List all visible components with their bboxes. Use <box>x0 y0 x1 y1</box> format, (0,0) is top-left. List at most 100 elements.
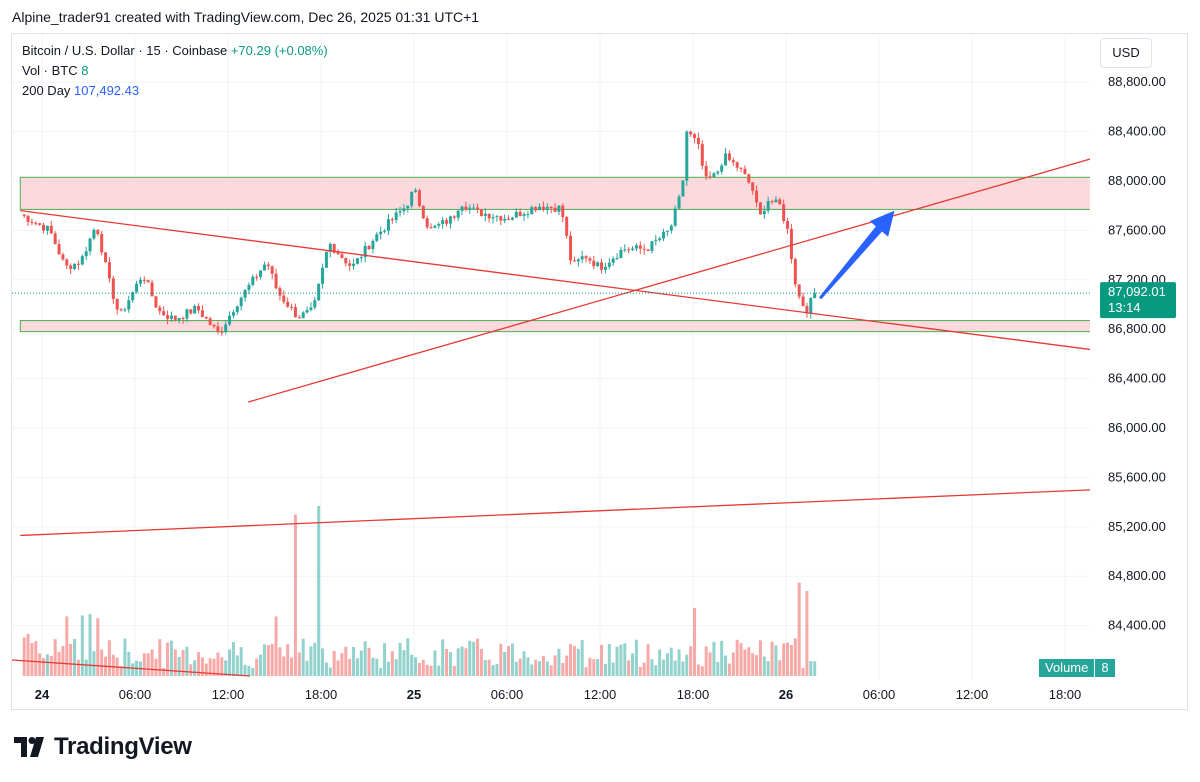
candle-body <box>460 206 464 211</box>
candle-body <box>689 131 693 135</box>
volume-bar <box>371 657 375 676</box>
candle-body <box>596 262 600 267</box>
volume-bar <box>615 646 619 676</box>
candle-body <box>417 190 421 206</box>
candle-body <box>693 134 697 138</box>
volume-bar <box>751 653 755 676</box>
legend-symbol[interactable]: Bitcoin / U.S. Dollar · 15 · Coinbase <box>22 43 228 58</box>
candle-body <box>111 278 115 299</box>
legend-volume-value: 8 <box>81 63 89 78</box>
volume-bar <box>297 652 301 676</box>
volume-bar <box>553 655 557 676</box>
volume-badge-value: 8 <box>1095 659 1115 677</box>
candle-body <box>503 218 507 221</box>
volume-bar <box>61 646 65 676</box>
volume-bar <box>270 644 274 676</box>
volume-bar <box>107 640 111 676</box>
candle-body <box>185 309 189 319</box>
candle-body <box>309 307 313 311</box>
candle-body <box>69 265 73 269</box>
x-axis-tick-label: 24 <box>35 687 50 702</box>
volume-bar <box>390 651 394 676</box>
volume-bar <box>150 649 154 676</box>
volume-bar <box>793 638 797 676</box>
volume-bar <box>557 648 561 676</box>
volume-bar <box>456 648 460 676</box>
candle-body <box>607 262 611 267</box>
volume-bar <box>483 660 487 676</box>
candle-body <box>634 245 638 249</box>
volume-bar <box>476 638 480 676</box>
volume-badge-label: Volume <box>1039 659 1095 677</box>
candle-body <box>464 206 468 210</box>
candle-body <box>189 309 193 314</box>
candle-body <box>65 259 69 266</box>
y-axis-tick-label: 84,400.00 <box>1108 618 1166 633</box>
candle-body <box>169 315 173 319</box>
candle-body <box>611 258 615 263</box>
candle-body <box>402 208 406 212</box>
candle-body <box>642 248 646 250</box>
currency-button[interactable]: USD <box>1100 38 1152 68</box>
candle-body <box>472 207 476 209</box>
candle-body <box>712 173 716 178</box>
volume-bar <box>724 655 728 676</box>
volume-bar <box>530 664 534 676</box>
volume-bar <box>433 650 437 676</box>
candle-body <box>510 217 514 220</box>
volume-bar <box>468 640 472 676</box>
candle-body <box>247 284 251 290</box>
candle-body <box>340 254 344 258</box>
volume-bar <box>510 643 514 676</box>
legend-volume-row: Vol · BTC 8 <box>22 63 88 78</box>
candle-body <box>499 216 503 221</box>
volume-bar <box>321 648 325 676</box>
tradingview-logo[interactable]: TradingView <box>14 733 192 761</box>
volume-bar <box>627 660 631 676</box>
candle-body <box>809 298 813 314</box>
volume-bar <box>801 667 805 676</box>
volume-bar <box>352 646 356 676</box>
candle-body <box>433 225 437 228</box>
candle-body <box>747 174 751 183</box>
volume-bar <box>410 654 414 676</box>
legend-volume-label[interactable]: Vol · BTC <box>22 63 78 78</box>
candle-body <box>142 279 146 281</box>
volume-bar <box>239 647 243 676</box>
y-axis-tick-label: 85,200.00 <box>1108 519 1166 534</box>
x-axis-tick-label: 06:00 <box>119 687 152 702</box>
candle-body <box>495 216 499 218</box>
volume-badge[interactable]: Volume 8 <box>1039 659 1115 677</box>
volume-bar <box>49 655 53 676</box>
candle-body <box>305 310 309 313</box>
candle-body <box>286 301 290 307</box>
volume-bar <box>154 658 158 676</box>
candle-body <box>290 306 294 308</box>
candle-body <box>708 176 712 178</box>
candle-body <box>96 229 100 234</box>
candle-body <box>324 251 328 268</box>
candle-body <box>727 153 731 161</box>
volume-bar <box>111 654 115 676</box>
candle-body <box>700 144 704 166</box>
volume-bar <box>274 616 278 676</box>
candle-body <box>181 318 185 320</box>
candle-body <box>278 288 282 296</box>
volume-bar <box>421 659 425 676</box>
volume-bar <box>739 643 743 676</box>
volume-bar <box>673 660 677 676</box>
candle-body <box>26 215 30 222</box>
volume-bar <box>561 662 565 676</box>
volume-bar <box>805 591 809 676</box>
legend-ma-label[interactable]: 200 Day <box>22 83 71 98</box>
candle-body <box>658 238 662 241</box>
candle-body <box>150 282 154 297</box>
volume-bar <box>677 649 681 676</box>
volume-bar <box>491 665 495 676</box>
volume-bar <box>429 665 433 676</box>
volume-bar <box>379 667 383 676</box>
volume-bar <box>596 659 600 676</box>
candle-body <box>208 318 212 325</box>
volume-bar <box>507 646 511 676</box>
